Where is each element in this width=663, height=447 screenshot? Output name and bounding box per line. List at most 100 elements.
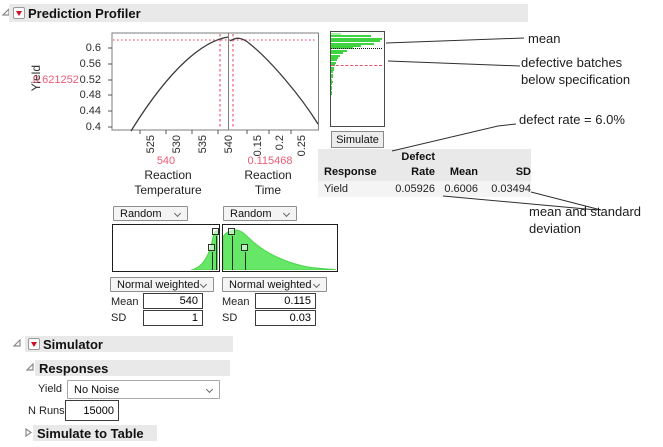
yield-histogram-bars <box>331 32 384 126</box>
callout-line-mean <box>385 37 525 44</box>
annotation-mean-sd: mean and standard deviation <box>529 204 641 237</box>
chevron-down-icon <box>205 385 214 394</box>
spec-limit-line[interactable] <box>331 65 382 66</box>
x-tick-marks <box>139 130 292 134</box>
factor2-distribution-plot[interactable] <box>222 224 338 272</box>
factor2-mean-label: Mean <box>222 296 250 308</box>
annotation-defect-rate: defect rate = 6.0% <box>519 112 625 127</box>
simulate-button[interactable]: Simulate <box>331 131 384 148</box>
histogram-bar <box>331 49 347 52</box>
disclosure-open-icon[interactable] <box>13 339 21 347</box>
y-tick-label: 0.44 <box>79 105 101 117</box>
factor2-distribution-dropdown[interactable]: Normal weighted <box>222 277 327 292</box>
profiler-plot[interactable] <box>105 28 321 140</box>
histogram-bar <box>331 88 332 91</box>
factor1-random-dropdown[interactable]: Random <box>113 206 188 221</box>
factor2-sd-handle[interactable] <box>241 244 248 251</box>
chevron-down-icon <box>312 280 321 289</box>
histogram-bar <box>331 45 361 48</box>
factor1-mean-handle-stem <box>216 236 218 270</box>
current-yield-value[interactable]: 0.621252 <box>33 74 79 86</box>
histogram-bar <box>331 93 332 96</box>
plot-frame <box>111 32 319 131</box>
responses-header: Responses <box>35 360 230 376</box>
factor2-sd-label: SD <box>222 312 238 324</box>
factor2-random-dropdown[interactable]: Random <box>223 206 297 221</box>
x-tick-label: 535 <box>197 135 209 154</box>
factor2-density-curve <box>222 229 337 271</box>
table-header-bg <box>318 149 531 181</box>
col-header-mean: Mean <box>449 166 478 178</box>
factor1-sd-handle[interactable] <box>208 244 215 251</box>
red-triangle-menu-button[interactable] <box>28 338 40 350</box>
callout-line-defective <box>387 60 521 67</box>
factor2-mean-input[interactable] <box>255 293 316 309</box>
y-tick-marks <box>108 47 112 128</box>
factor1-density <box>190 230 219 271</box>
callout-line-defect-rate <box>391 123 517 152</box>
histogram-bar <box>331 54 340 57</box>
x-tick-label: 0.15 <box>252 135 264 157</box>
noise-dropdown-value: No Noise <box>74 383 120 396</box>
histogram-bar <box>331 33 341 36</box>
red-triangle-icon <box>16 10 22 16</box>
factor1-mean-label: Mean <box>111 296 139 308</box>
histogram-bar <box>331 40 380 43</box>
disclosure-open-icon[interactable] <box>26 363 34 371</box>
cell-response: Yield <box>324 183 349 195</box>
y-tick-label: 0.6 <box>85 42 101 54</box>
y-tick-label: 0.48 <box>79 89 101 101</box>
factor1-distribution-dropdown[interactable]: Normal weighted <box>110 277 214 292</box>
prediction-curve-time <box>229 37 319 125</box>
col-header-response: Response <box>324 166 377 178</box>
factor1-mean-handle[interactable] <box>212 228 219 235</box>
annotation-defective-line2: below specification <box>521 71 631 87</box>
histogram-bar <box>331 76 333 79</box>
histogram-bar <box>331 81 333 84</box>
histogram-bar <box>331 66 334 69</box>
histogram-bar <box>331 78 332 81</box>
factor1-mean-input[interactable] <box>143 293 203 309</box>
histogram-bar <box>331 37 382 40</box>
y-tick-label: 0.4 <box>85 121 101 133</box>
chevron-down-icon <box>282 209 291 218</box>
profiler-title: Prediction Profiler <box>28 5 141 21</box>
factor1-sd-input[interactable] <box>143 310 203 326</box>
annotation-mean: mean <box>528 31 561 46</box>
histogram-bar <box>331 35 371 38</box>
factor1-name-line2: Temperature <box>134 183 202 197</box>
histogram-bar <box>331 59 337 62</box>
factor1-distribution-plot[interactable] <box>112 224 220 272</box>
simulate-to-table-header[interactable]: Simulate to Table <box>33 425 157 441</box>
factor2-random-label: Random <box>230 207 272 220</box>
x-tick-label: 0.25 <box>296 135 308 157</box>
histogram-bar <box>331 85 332 88</box>
table-row-bg <box>318 181 531 197</box>
cell-mean: 0.6006 <box>444 183 478 195</box>
histogram-bar <box>331 57 338 60</box>
callout-lines <box>385 37 602 211</box>
responses-title: Responses <box>39 360 109 376</box>
n-runs-input[interactable] <box>65 400 119 421</box>
current-temperature-value[interactable]: 540 <box>156 155 176 167</box>
yield-histogram-panel <box>330 31 385 127</box>
annotation-defective: defective batches below specification <box>521 55 630 88</box>
x-tick-label: 530 <box>171 135 183 154</box>
annotation-mean-sd-line1: mean and standard <box>529 204 642 219</box>
histogram-bar <box>331 71 333 74</box>
factor2-sd-handle-stem <box>244 252 246 270</box>
current-time-value[interactable]: 0.115468 <box>247 155 293 167</box>
factor2-sd-input[interactable] <box>255 310 316 326</box>
noise-dropdown[interactable]: No Noise <box>67 380 220 399</box>
callout-line-mean-value <box>442 195 598 211</box>
disclosure-closed-icon[interactable] <box>25 428 33 438</box>
n-runs-label: N Runs: <box>28 405 68 417</box>
factor2-mean-handle[interactable] <box>228 228 235 235</box>
red-triangle-menu-button[interactable] <box>13 7 25 19</box>
x-tick-label: 0.2 <box>274 135 286 151</box>
cell-defect-rate: 0.05926 <box>395 183 435 195</box>
factor1-distribution-label: Normal weighted <box>117 278 200 291</box>
factor1-sd-label: SD <box>111 312 127 324</box>
factor1-name: Reaction Temperature <box>112 168 224 198</box>
